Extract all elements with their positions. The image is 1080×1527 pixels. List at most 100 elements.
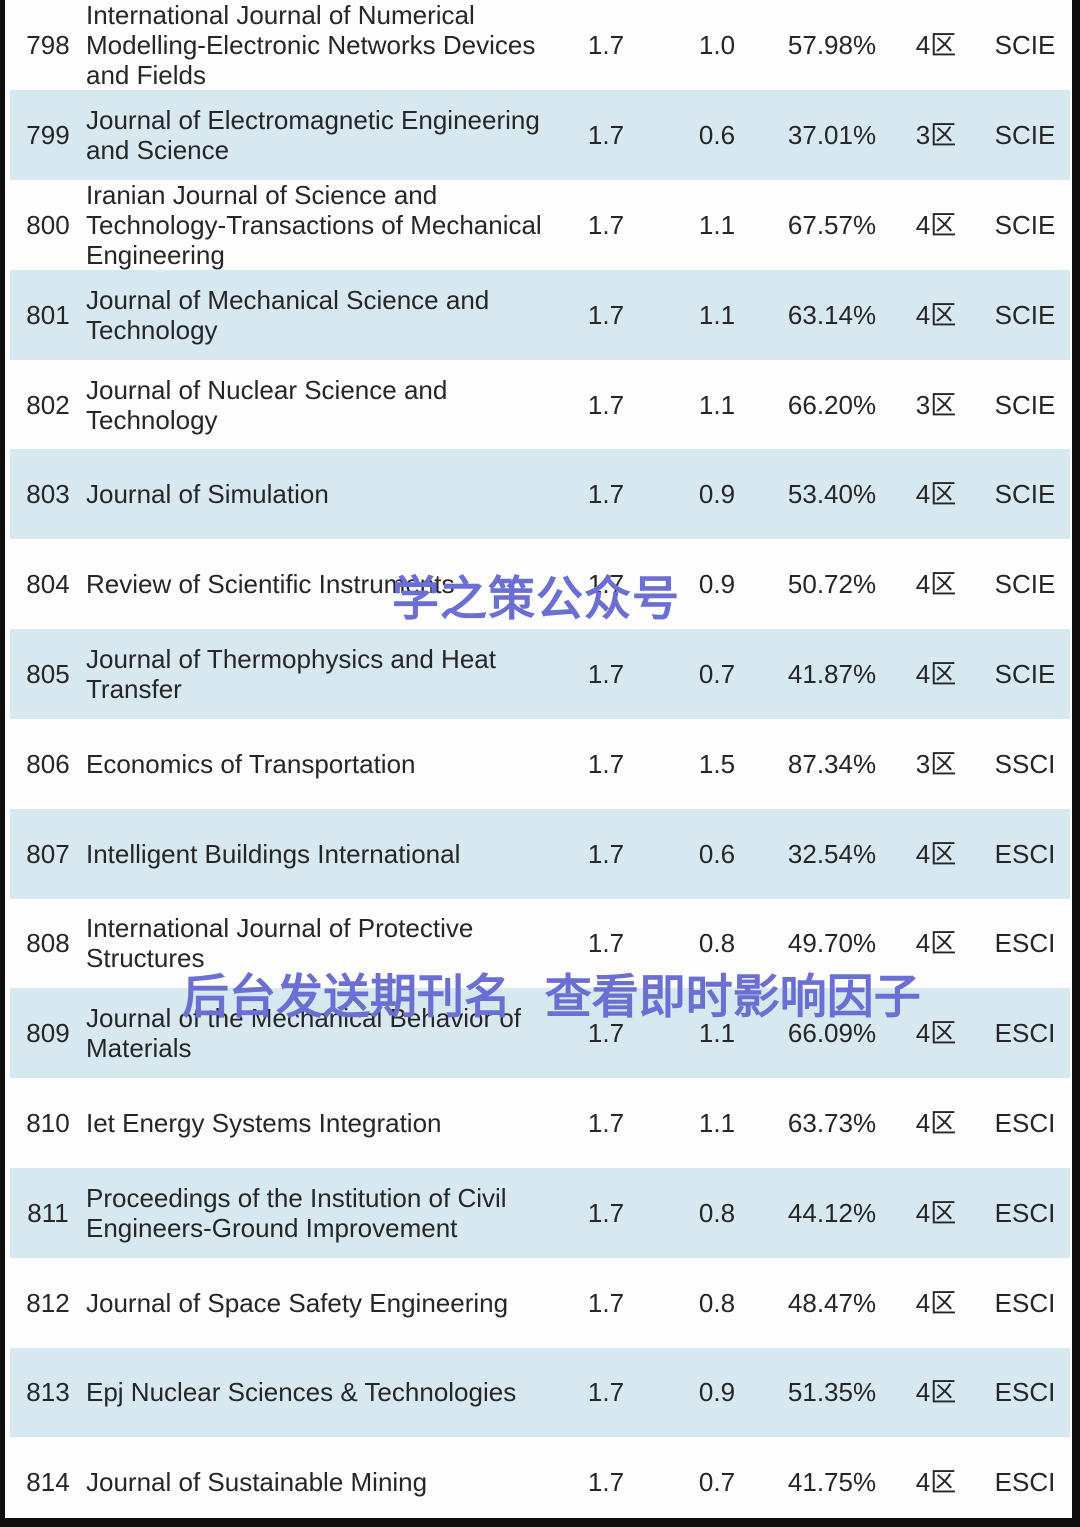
- impact-factor-value: 1.7: [550, 808, 662, 899]
- secondary-metric-value: 0.6: [662, 808, 772, 899]
- journal-name: Journal of Simulation: [86, 449, 550, 540]
- impact-factor-value: 1.7: [587, 569, 625, 600]
- row-rank-number: 803: [10, 449, 86, 540]
- percentile-value: 63.73%: [787, 1108, 877, 1139]
- table-row: 799 Journal of Electromagnetic Engineeri…: [10, 90, 1070, 180]
- table-row: 810 Iet Energy Systems Integration 1.7 1…: [10, 1078, 1070, 1168]
- percentile-value: 57.98%: [787, 30, 877, 60]
- index-database-label: ESCI: [994, 928, 1056, 959]
- table-row: 813 Epj Nuclear Sciences & Technologies …: [10, 1347, 1070, 1438]
- journal-name: Journal of Sustainable Mining: [86, 1467, 428, 1498]
- watermark-instruction: 后台发送期刊名 查看即时影响因子: [182, 972, 921, 1024]
- index-database-label: SCIE: [994, 569, 1056, 600]
- row-rank-number: 806: [26, 748, 70, 779]
- table-row: 803 Journal of Simulation 1.7 0.9 53.40%…: [10, 449, 1070, 540]
- index-database-label: SSCI: [994, 748, 1056, 779]
- row-rank-number: 801: [10, 269, 86, 360]
- percentile-value: 66.20%: [787, 389, 877, 420]
- table-row: 812 Journal of Space Safety Engineering …: [10, 1258, 1070, 1348]
- journal-name: International Journal of Numerical Model…: [86, 0, 536, 90]
- row-rank-number: 808: [26, 928, 70, 959]
- cas-zone-label: 3区: [892, 90, 980, 180]
- table-row: 801 Journal of Mechanical Science and Te…: [10, 269, 1070, 360]
- percentile-value: 87.34%: [787, 748, 877, 779]
- impact-factor-value: 1.7: [587, 1467, 625, 1498]
- percentile-value: 51.35%: [772, 1347, 892, 1438]
- cas-zone-label: 4区: [892, 449, 980, 540]
- row-rank-number: 799: [10, 90, 86, 180]
- journal-name: Iet Energy Systems Integration: [86, 1108, 442, 1139]
- journal-ranking-table: 798 International Journal of Numerical M…: [10, 0, 1070, 1527]
- row-rank-number: 807: [10, 808, 86, 899]
- index-database-label: ESCI: [994, 1467, 1056, 1498]
- table-row: 805 Journal of Thermophysics and Heat Tr…: [10, 629, 1070, 719]
- secondary-metric-value: 0.7: [698, 1467, 736, 1498]
- impact-factor-value: 1.7: [587, 1108, 625, 1139]
- percentile-value: 66.09%: [772, 988, 892, 1079]
- journal-name: Intelligent Buildings International: [86, 808, 550, 899]
- impact-factor-value: 1.7: [550, 629, 662, 719]
- impact-factor-value: 1.7: [587, 30, 625, 60]
- percentile-value: 67.57%: [787, 209, 877, 240]
- journal-name: Journal of Space Safety Engineering: [86, 1287, 509, 1318]
- table-row: 798 International Journal of Numerical M…: [10, 0, 1070, 90]
- journal-name: Iranian Journal of Science and Technolog…: [86, 179, 542, 270]
- percentile-value: 49.70%: [787, 928, 877, 959]
- journal-name: Journal of Mechanical Science and Techno…: [86, 269, 550, 360]
- cas-zone-label: 4区: [915, 1467, 957, 1498]
- index-database-label: SCIE: [994, 209, 1056, 240]
- row-rank-number: 804: [26, 569, 70, 600]
- percentile-value: 44.12%: [772, 1167, 892, 1258]
- journal-name: Journal of Electromagnetic Engineering a…: [86, 90, 550, 180]
- journal-name: Review of Scientific Instruments: [86, 569, 455, 600]
- secondary-metric-value: 1.1: [698, 209, 736, 240]
- index-database-label: SCIE: [980, 269, 1070, 360]
- journal-name: International Journal of Protective Stru…: [86, 913, 474, 974]
- journal-name: Journal of Nuclear Science and Technolog…: [86, 374, 448, 435]
- row-rank-number: 814: [26, 1467, 70, 1498]
- table-row: 804 Review of Scientific Instruments 1.7…: [10, 539, 1070, 629]
- index-database-label: ESCI: [980, 1167, 1070, 1258]
- impact-factor-value: 1.7: [587, 389, 625, 420]
- impact-factor-value: 1.7: [587, 1287, 625, 1318]
- secondary-metric-value: 0.8: [698, 928, 736, 959]
- row-rank-number: 798: [26, 30, 70, 60]
- impact-factor-value: 1.7: [550, 1347, 662, 1438]
- page-frame-right: [1072, 0, 1080, 1527]
- page-frame-bottom: [0, 1518, 1080, 1527]
- row-rank-number: 810: [26, 1108, 70, 1139]
- secondary-metric-value: 0.9: [698, 569, 736, 600]
- secondary-metric-value: 1.0: [698, 30, 736, 60]
- cas-zone-label: 4区: [915, 569, 957, 600]
- cas-zone-label: 4区: [915, 209, 957, 240]
- cas-zone-label: 4区: [915, 928, 957, 959]
- journal-table-body: 798 International Journal of Numerical M…: [10, 0, 1070, 1527]
- index-database-label: ESCI: [994, 1108, 1056, 1139]
- percentile-value: 63.14%: [772, 269, 892, 360]
- table-row: 806 Economics of Transportation 1.7 1.5 …: [10, 719, 1070, 809]
- journal-name: Journal of Thermophysics and Heat Transf…: [86, 629, 550, 719]
- index-database-label: ESCI: [980, 1347, 1070, 1438]
- row-rank-number: 809: [10, 988, 86, 1079]
- cas-zone-label: 4区: [892, 1347, 980, 1438]
- percentile-value: 50.72%: [787, 569, 877, 600]
- impact-factor-value: 1.7: [550, 449, 662, 540]
- journal-name: Epj Nuclear Sciences & Technologies: [86, 1347, 550, 1438]
- percentile-value: 32.54%: [772, 808, 892, 899]
- index-database-label: SCIE: [980, 449, 1070, 540]
- impact-factor-value: 1.7: [587, 928, 625, 959]
- cas-zone-label: 4区: [915, 30, 957, 60]
- secondary-metric-value: 0.8: [698, 1287, 736, 1318]
- impact-factor-value: 1.7: [550, 1167, 662, 1258]
- secondary-metric-value: 1.1: [698, 1108, 736, 1139]
- percentile-value: 41.87%: [772, 629, 892, 719]
- cas-zone-label: 4区: [892, 629, 980, 719]
- index-database-label: SCIE: [994, 30, 1056, 60]
- percentile-value: 41.75%: [787, 1467, 877, 1498]
- cas-zone-label: 4区: [915, 1287, 957, 1318]
- row-rank-number: 813: [10, 1347, 86, 1438]
- row-rank-number: 800: [26, 209, 70, 240]
- impact-factor-value: 1.7: [550, 90, 662, 180]
- cas-zone-label: 4区: [892, 269, 980, 360]
- secondary-metric-value: 0.9: [662, 1347, 772, 1438]
